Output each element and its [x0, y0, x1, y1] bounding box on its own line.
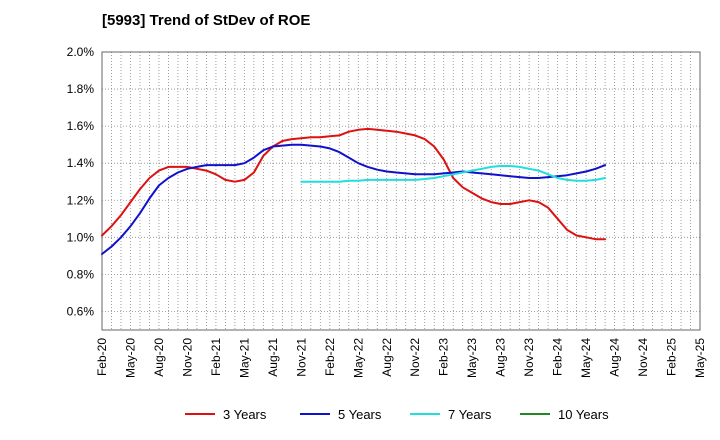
- series-line: [300, 165, 607, 183]
- x-tick-label: Nov-22: [408, 338, 422, 377]
- x-tick-label: Nov-21: [294, 338, 308, 377]
- x-tick-label: Aug-20: [152, 338, 166, 377]
- legend: 3 Years 5 Years 7 Years 10 Years: [185, 407, 609, 422]
- legend-label: 3 Years: [223, 407, 267, 422]
- chart-title: [5993] Trend of StDev of ROE: [102, 12, 310, 29]
- x-tick-label: Aug-21: [266, 338, 280, 377]
- x-tick-label: Feb-20: [95, 338, 109, 376]
- x-tick-label: May-20: [123, 338, 137, 378]
- y-axis: 0.6% 0.8% 1.0% 1.2% 1.4% 1.6% 1.8% 2.0%: [67, 45, 95, 318]
- x-tick-label: Aug-23: [494, 338, 508, 377]
- legend-label: 10 Years: [558, 407, 609, 422]
- x-tick-label: Aug-24: [608, 338, 622, 377]
- x-tick-label: Nov-23: [522, 338, 536, 377]
- series-line: [101, 127, 607, 241]
- x-tick-label: Feb-25: [665, 338, 679, 376]
- y-tick-label: 1.0%: [67, 230, 95, 244]
- x-tick-label: Aug-22: [380, 338, 394, 377]
- y-tick-label: 1.2%: [67, 193, 95, 207]
- x-tick-label: May-24: [579, 338, 593, 378]
- x-tick-label: Feb-21: [209, 338, 223, 376]
- y-tick-label: 0.8%: [67, 267, 95, 281]
- plot-frame: [101, 51, 701, 331]
- y-tick-label: 1.8%: [67, 82, 95, 96]
- x-tick-label: Feb-23: [437, 338, 451, 376]
- x-tick-label: Feb-22: [323, 338, 337, 376]
- y-tick-label: 2.0%: [67, 45, 95, 59]
- x-tick-label: May-23: [465, 338, 479, 378]
- x-tick-label: May-21: [237, 338, 251, 378]
- x-tick-label: May-25: [693, 338, 707, 378]
- x-tick-label: Feb-24: [551, 338, 565, 376]
- y-tick-label: 1.4%: [67, 156, 95, 170]
- legend-label: 5 Years: [338, 407, 382, 422]
- x-axis: Feb-20 May-20 Aug-20 Nov-20 Feb-21 May-21 Aug-…: [95, 338, 707, 378]
- series-line: [101, 143, 607, 255]
- y-tick-label: 1.6%: [67, 119, 95, 133]
- x-tick-label: Nov-24: [636, 338, 650, 377]
- plot-area: [101, 51, 701, 331]
- x-tick-label: May-22: [351, 338, 365, 378]
- series-group: [101, 127, 607, 255]
- x-tick-label: Nov-20: [180, 338, 194, 377]
- legend-label: 7 Years: [448, 407, 492, 422]
- y-tick-label: 0.6%: [67, 304, 95, 318]
